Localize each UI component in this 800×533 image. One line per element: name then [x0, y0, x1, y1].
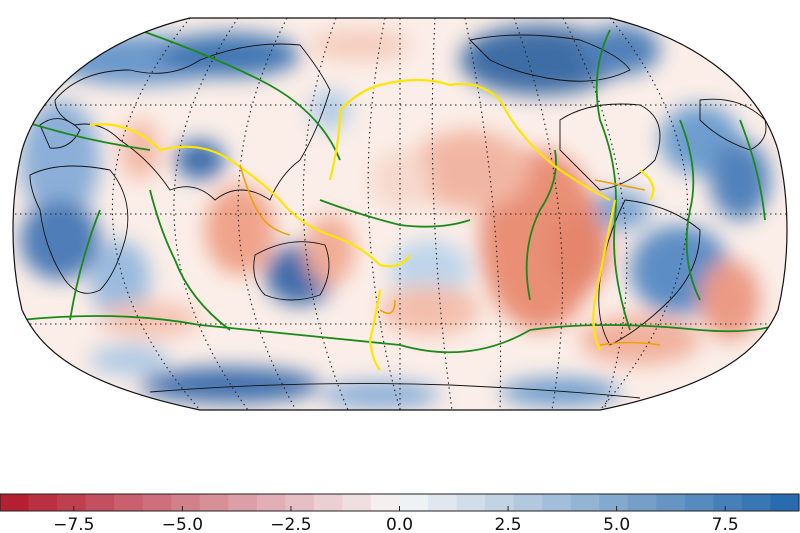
colorbar-cell: [599, 494, 629, 511]
tick-label-2-5: 2.5: [495, 515, 522, 533]
colorbar-cell: [0, 494, 30, 511]
slab-contours: [239, 164, 661, 346]
colorbar-cell: [713, 494, 743, 511]
colorbar-ticks: [73, 506, 726, 511]
colorbar-cell: [542, 494, 572, 511]
colorbar: −7.5 −5.0 −2.5 0.0 2.5 5.0 7.5: [0, 493, 800, 533]
tick-label-neg-7-5: −7.5: [53, 515, 94, 533]
colorbar-cell: [85, 494, 115, 511]
colorbar-cell: [285, 494, 315, 511]
map-area: [12, 17, 788, 411]
colorbar-tick-labels: −7.5 −5.0 −2.5 0.0 2.5 5.0 7.5: [53, 515, 739, 533]
colorbar-cell: [770, 494, 800, 511]
colorbar-cell: [199, 494, 229, 511]
colorbar-cell: [684, 494, 714, 511]
colorbar-cell: [114, 494, 144, 511]
colorbar-cell: [456, 494, 486, 511]
graticule: [13, 18, 787, 410]
colorbar-cell: [370, 494, 401, 511]
tick-label-7-5: 7.5: [712, 515, 739, 533]
colorbar-cell: [313, 494, 344, 511]
map-outline: [12, 17, 788, 411]
colorbar-cell: [656, 494, 686, 511]
plate-boundaries: [19, 19, 787, 354]
subduction-zones: [89, 78, 655, 371]
colorbar-cell: [142, 494, 172, 511]
colorbar-cell: [513, 494, 543, 511]
colorbar-cell: [171, 494, 201, 511]
colorbar-cell: [485, 494, 515, 511]
tick-label-0-0: 0.0: [386, 515, 413, 533]
colorbar-cell: [570, 494, 600, 511]
colorbar-cells: [0, 494, 800, 511]
colorbar-cell: [228, 494, 258, 511]
colorbar-cell: [627, 494, 657, 511]
colorbar-cell: [57, 494, 87, 511]
colorbar-cell: [428, 494, 458, 511]
colorbar-cell: [28, 494, 58, 511]
colorbar-cell: [399, 494, 429, 511]
colorbar-cell: [741, 494, 772, 511]
tick-label-5-0: 5.0: [603, 515, 630, 533]
colorbar-cell: [256, 494, 286, 511]
tick-label-neg-5-0: −5.0: [162, 515, 203, 533]
tick-label-neg-2-5: −2.5: [270, 515, 311, 533]
colorbar-cell: [342, 494, 372, 511]
